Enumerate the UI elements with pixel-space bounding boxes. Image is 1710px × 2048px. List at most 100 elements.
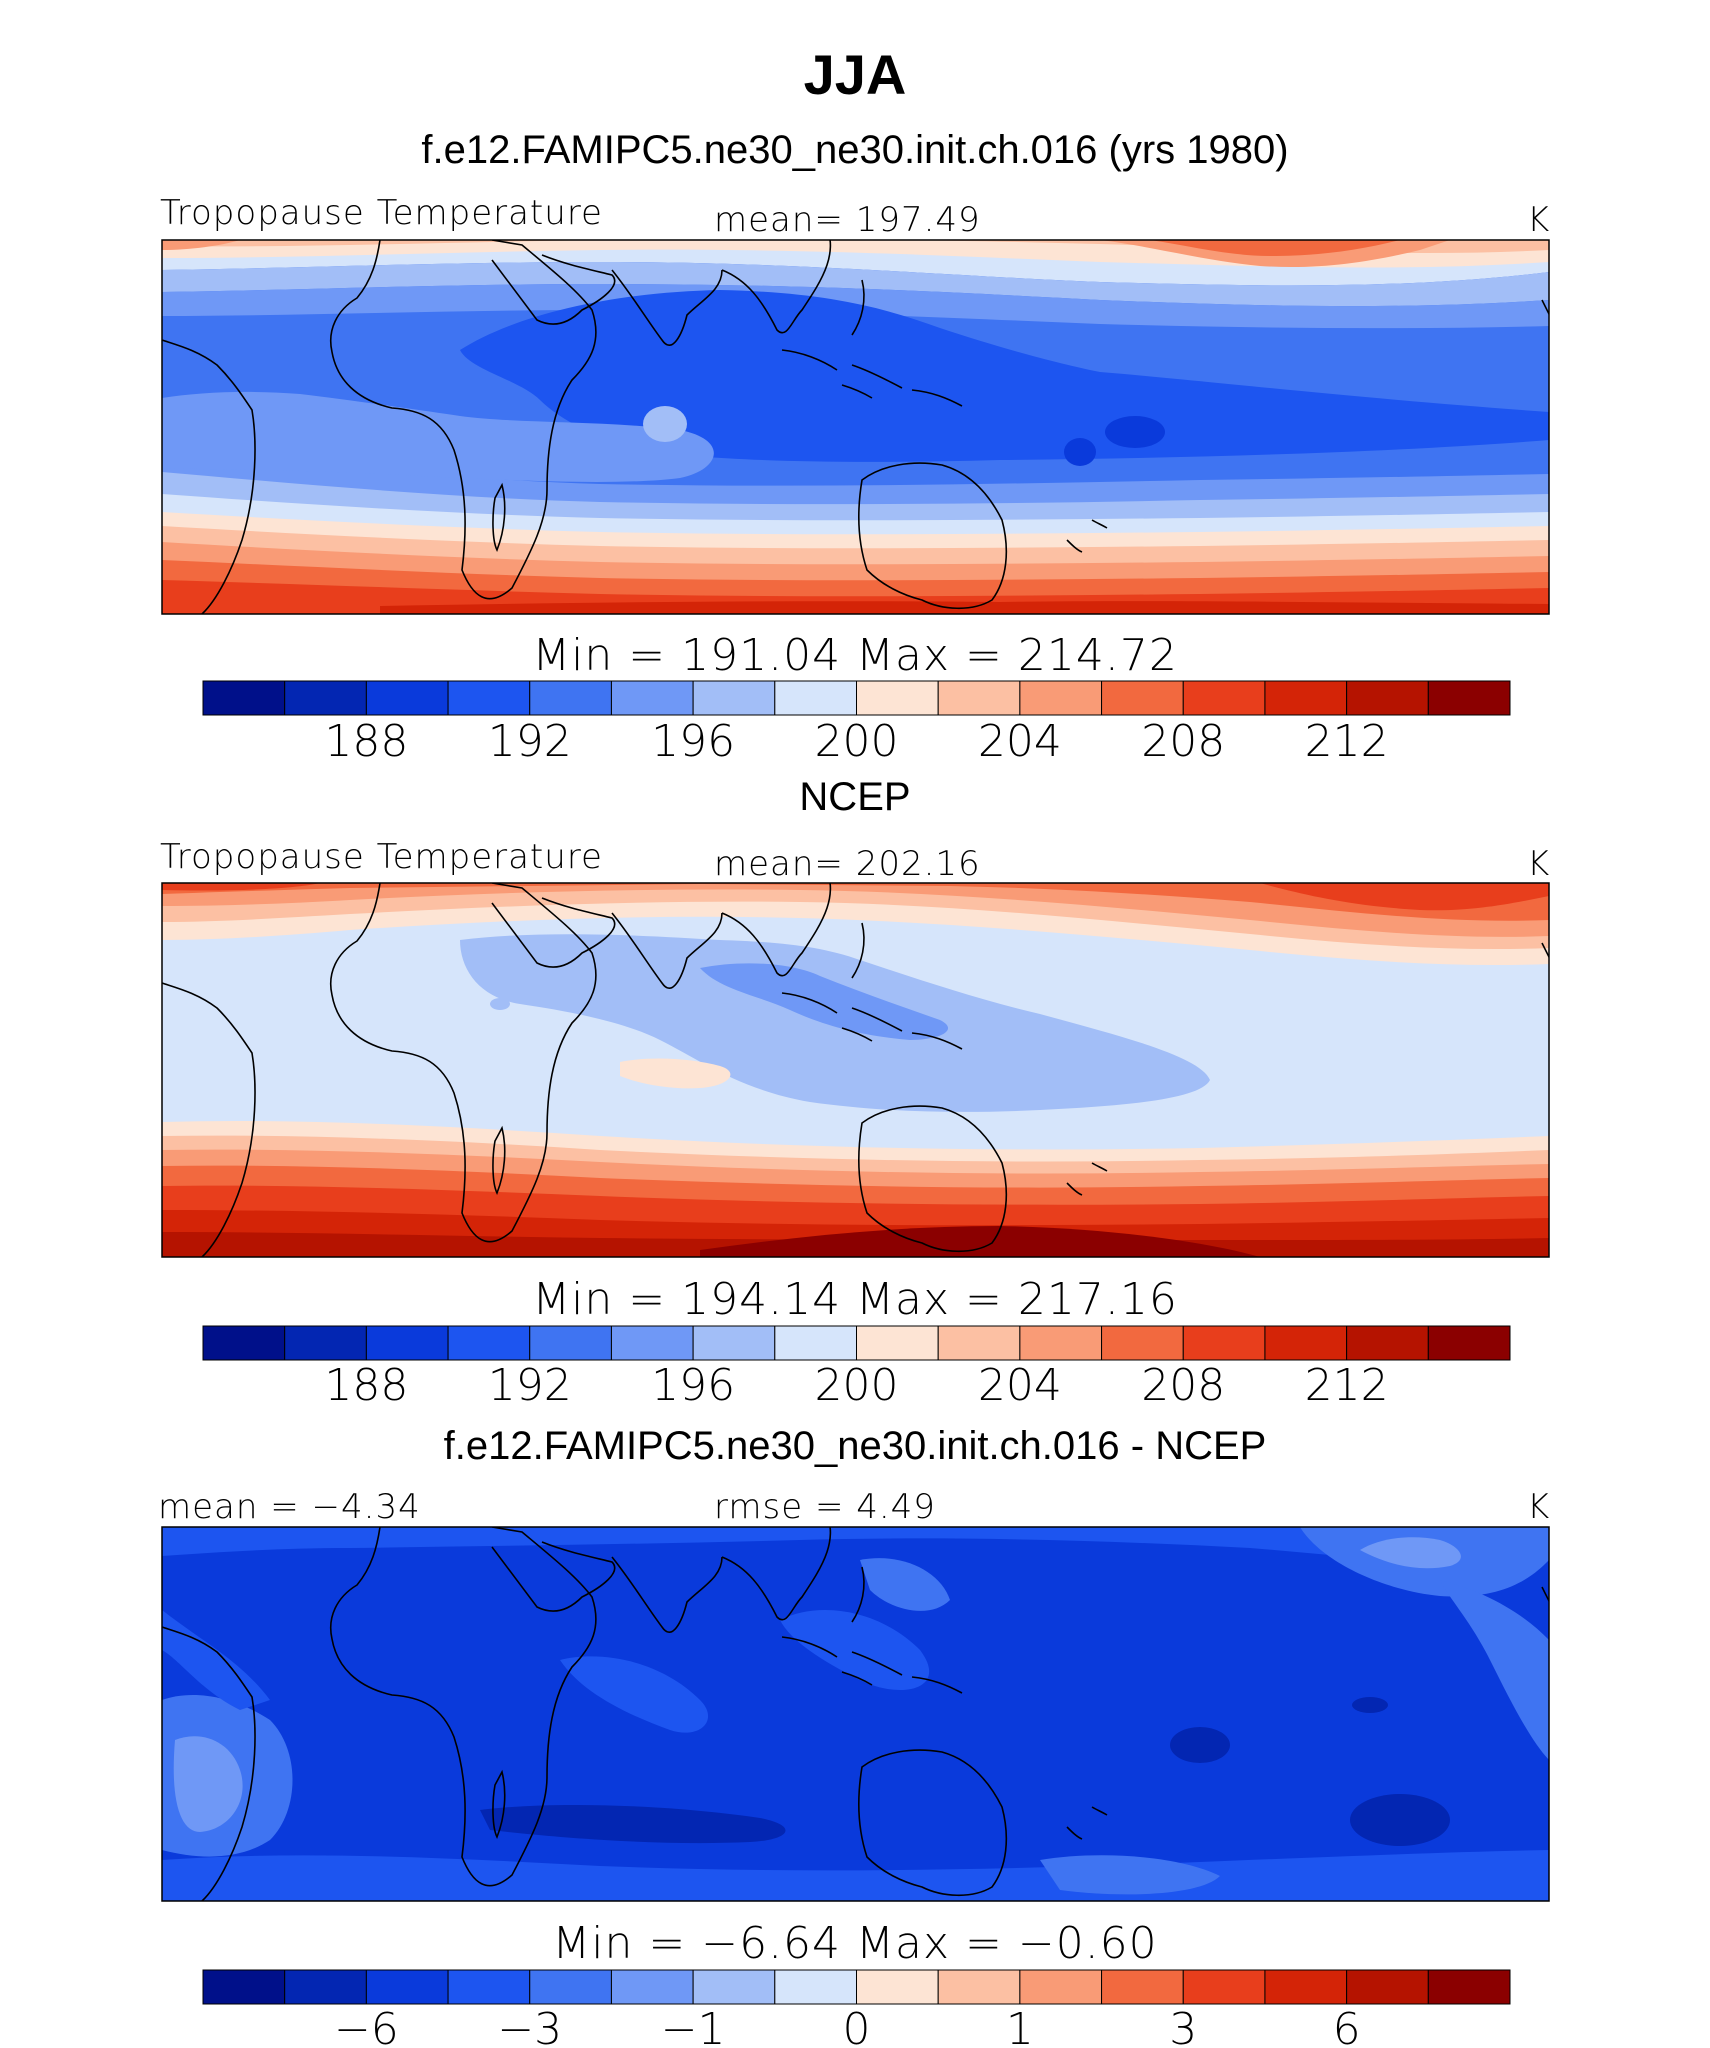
- colorbar-swatch: [529, 1325, 612, 1361]
- panel-2-mean-label: mean= 202.16: [714, 844, 981, 884]
- coastline-segment-3: [611, 912, 723, 990]
- colorbar-swatch: [1101, 680, 1184, 716]
- coastline-segment-14: [1066, 519, 1108, 553]
- coastline-segment-1: [330, 1527, 597, 1887]
- coastline-segment-11: [1622, 1596, 1707, 1631]
- coastline-segment-1: [330, 883, 597, 1243]
- colorbar-swatch: [365, 1969, 449, 2005]
- coastline-overlays: [162, 240, 1710, 1901]
- colorbar-swatch: [692, 680, 776, 716]
- coastline-segment-13: [162, 982, 256, 1257]
- coastline-segment-2: [491, 1541, 616, 1612]
- panel-1-mean-label: mean= 197.49: [714, 200, 981, 240]
- panel-1-heading: f.e12.FAMIPC5.ne30_ne30.init.ch.016 (yrs…: [421, 128, 1289, 172]
- colorbar-swatch: [202, 1325, 286, 1361]
- colorbar-swatch: [447, 1325, 531, 1361]
- panel-1-map: [162, 240, 1549, 614]
- panel-3-units-label: K: [1527, 1487, 1551, 1527]
- colorbar-tick-label: 212: [1305, 716, 1389, 767]
- colorbar-tick-label: 192: [488, 716, 572, 767]
- panel-2-coastlines: [162, 883, 1710, 1257]
- colorbar-swatch: [1427, 1325, 1511, 1361]
- panel-2-variable-label: Tropopause Temperature: [160, 837, 603, 877]
- colorbar-swatch: [1101, 1969, 1184, 2005]
- coastline-segment-10: [1541, 299, 1549, 316]
- coastline-segment-1: [330, 240, 597, 600]
- colorbar-swatch: [1264, 1325, 1348, 1361]
- colorbar-tick-label: −6: [334, 2004, 399, 2048]
- panel-2-heading: NCEP: [799, 775, 911, 819]
- colorbar-swatch: [1182, 680, 1266, 716]
- coastline-segment-8: [851, 279, 865, 336]
- panel-2-frame: [161, 882, 1550, 1258]
- colorbar-swatch: [284, 680, 367, 716]
- colorbar-swatch: [529, 1969, 612, 2005]
- colorbar-swatch: [1019, 1969, 1103, 2005]
- panel-3-map: [162, 1527, 1549, 1901]
- panel-2-map: [162, 883, 1549, 1257]
- colorbar-tick-label: −1: [661, 2004, 726, 2048]
- panel-1-units-label: K: [1527, 200, 1551, 240]
- colorbar-tick-label: 208: [1141, 1360, 1225, 1411]
- panel-3-colorbar: −6 −3 −1 0 1 3 6: [202, 1969, 1511, 2048]
- colorbar-swatch: [610, 1969, 694, 2005]
- colorbar-swatch: [774, 680, 857, 716]
- panel-1-coastlines: [162, 240, 1707, 614]
- coastline-segment-6: [857, 462, 1008, 610]
- coastline-segment-5: [781, 1636, 963, 1694]
- colorbar-swatch: [1427, 1969, 1511, 2005]
- coastline-segment-2: [491, 897, 616, 968]
- coastline-segment-3: [611, 269, 723, 347]
- colorbar-swatch: [1346, 1969, 1429, 2005]
- coastline-segment-8: [851, 922, 865, 979]
- colorbar-tick-label: 3: [1169, 2004, 1197, 2048]
- colorbar-swatch: [610, 1325, 694, 1361]
- colorbar-tick-label: 0: [843, 2004, 871, 2048]
- colorbar-tick-label: 212: [1305, 1360, 1389, 1411]
- coastline-segment-12: [1672, 1003, 1710, 1243]
- coastline-segment-7: [492, 1125, 506, 1195]
- coastline-segment-13: [162, 1626, 256, 1901]
- colorbar-swatch: [1019, 1325, 1103, 1361]
- colorbar-tick-label: 188: [324, 1360, 408, 1411]
- coastline-segment-11: [1622, 952, 1707, 987]
- panel-1-colorbar: 188 192 196 200 204 208 212: [202, 680, 1511, 767]
- colorbar-swatch: [937, 1969, 1021, 2005]
- panel-3-rmse-label: rmse = 4.49: [714, 1487, 936, 1527]
- coastline-segment-3: [611, 1556, 723, 1634]
- colorbar-swatch: [856, 1325, 939, 1361]
- panel-3-minmax: Min = −6.64 Max = −0.60: [552, 1918, 1158, 1969]
- colorbar-swatch: [1182, 1969, 1266, 2005]
- coastline-segment-6: [857, 1749, 1008, 1897]
- colorbar-tick-label: 1: [1006, 2004, 1034, 2048]
- colorbar-swatch: [937, 680, 1021, 716]
- colorbar-swatch: [284, 1325, 367, 1361]
- colorbar-swatch: [1264, 1969, 1348, 2005]
- colorbar-swatch: [365, 1325, 449, 1361]
- colorbar-swatch: [937, 1325, 1021, 1361]
- coastline-segment-10: [1541, 942, 1549, 959]
- colorbar-tick-label: 204: [978, 1360, 1062, 1411]
- colorbar-swatch: [1101, 1325, 1184, 1361]
- panel-1-variable-label: Tropopause Temperature: [160, 193, 603, 233]
- colorbar-swatch: [1346, 680, 1429, 716]
- colorbar-tick-label: 196: [651, 716, 735, 767]
- panel-1-minmax: Min = 191.04 Max = 214.72: [532, 630, 1178, 681]
- colorbars: 188 192 196 200 204 208 212 188 192 196 200 204 208 2…: [202, 680, 1511, 2048]
- coastline-segment-14: [1066, 1806, 1108, 1840]
- colorbar-tick-label: 6: [1333, 2004, 1361, 2048]
- coastline-segment-7: [492, 482, 506, 552]
- panel-3-heading: f.e12.FAMIPC5.ne30_ne30.init.ch.016 - NC…: [443, 1424, 1267, 1468]
- coastline-segment-13: [162, 339, 256, 614]
- coastline-segment-11: [1622, 309, 1707, 344]
- colorbar-swatch: [856, 680, 939, 716]
- panel-2-minmax: Min = 194.14 Max = 217.16: [532, 1274, 1178, 1325]
- colorbar-swatch: [447, 680, 531, 716]
- coastline-segment-9: [1557, 883, 1692, 999]
- coastline-segment-12: [1672, 1647, 1710, 1887]
- colorbar-swatch: [856, 1969, 939, 2005]
- colorbar-tick-label: 200: [815, 716, 899, 767]
- panel-3-coastlines: [162, 1527, 1710, 1901]
- colorbar-swatch: [1264, 680, 1348, 716]
